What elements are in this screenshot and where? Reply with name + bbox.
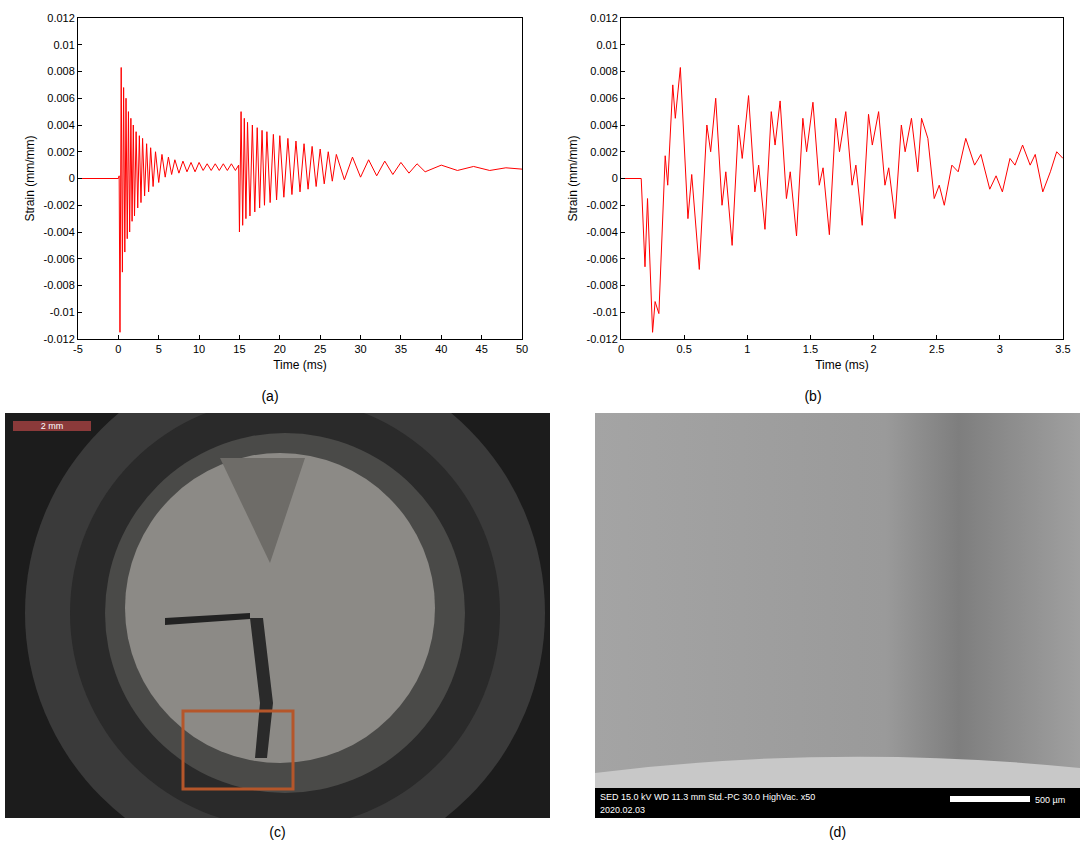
svg-text:-0.006: -0.006: [44, 253, 75, 265]
svg-text:2020.02.03: 2020.02.03: [600, 805, 645, 815]
svg-text:1.5: 1.5: [803, 343, 818, 355]
html-text:(d): (d): [828, 824, 847, 840]
svg-text:0: 0: [69, 172, 75, 184]
svg-text:0.012: 0.012: [47, 12, 75, 24]
svg-text:0.012: 0.012: [590, 12, 618, 24]
svg-text:0.006: 0.006: [590, 92, 618, 104]
svg-text:0.004: 0.004: [590, 119, 618, 131]
svg-text:15: 15: [233, 343, 245, 355]
svg-text:1: 1: [744, 343, 750, 355]
svg-text:Time (ms): Time (ms): [815, 358, 869, 372]
svg-text:0: 0: [115, 343, 121, 355]
svg-text:5: 5: [156, 343, 162, 355]
svg-text:-5: -5: [73, 343, 83, 355]
svg-text:25: 25: [314, 343, 326, 355]
svg-text:SED 15.0 kV WD 11.3 mm Std.-PC: SED 15.0 kV WD 11.3 mm Std.-PC 30.0 High…: [600, 792, 815, 802]
svg-text:0: 0: [612, 172, 618, 184]
svg-text:-0.006: -0.006: [587, 253, 618, 265]
html-text:(a): (a): [261, 388, 279, 404]
svg-text:-0.01: -0.01: [50, 306, 75, 318]
svg-text:500 µm: 500 µm: [1035, 795, 1065, 805]
svg-text:-0.01: -0.01: [593, 306, 618, 318]
html-text:(b): (b): [804, 388, 822, 404]
svg-text:3.5: 3.5: [1055, 343, 1070, 355]
svg-text:0: 0: [618, 343, 624, 355]
svg-text:-0.008: -0.008: [44, 279, 75, 291]
svg-text:Strain (mm/mm): Strain (mm/mm): [566, 136, 580, 222]
svg-text:0.5: 0.5: [676, 343, 691, 355]
svg-text:50: 50: [516, 343, 528, 355]
svg-text:-0.002: -0.002: [44, 199, 75, 211]
svg-text:0.002: 0.002: [590, 146, 618, 158]
svg-text:20: 20: [274, 343, 286, 355]
svg-text:Time (ms): Time (ms): [273, 358, 327, 372]
svg-text:30: 30: [354, 343, 366, 355]
svg-text:2.5: 2.5: [929, 343, 944, 355]
svg-text:2: 2: [871, 343, 877, 355]
svg-text:-0.012: -0.012: [44, 333, 75, 345]
svg-text:0.004: 0.004: [47, 119, 75, 131]
svg-text:0.002: 0.002: [47, 146, 75, 158]
svg-text:-0.012: -0.012: [587, 333, 618, 345]
svg-text:-0.004: -0.004: [587, 226, 618, 238]
svg-text:0.01: 0.01: [596, 39, 617, 51]
svg-text:-0.002: -0.002: [587, 199, 618, 211]
svg-text:Strain (mm/mm): Strain (mm/mm): [23, 136, 37, 222]
svg-text:-0.004: -0.004: [44, 226, 75, 238]
svg-text:3: 3: [997, 343, 1003, 355]
svg-text:10: 10: [193, 343, 205, 355]
svg-text:2 mm: 2 mm: [41, 421, 64, 431]
svg-text:40: 40: [435, 343, 447, 355]
svg-text:-0.008: -0.008: [587, 279, 618, 291]
svg-text:35: 35: [395, 343, 407, 355]
svg-text:0.008: 0.008: [47, 65, 75, 77]
svg-text:0.008: 0.008: [590, 65, 618, 77]
svg-text:0.01: 0.01: [53, 39, 74, 51]
html-text:(c): (c): [269, 824, 286, 840]
svg-text:0.006: 0.006: [47, 92, 75, 104]
svg-text:45: 45: [476, 343, 488, 355]
